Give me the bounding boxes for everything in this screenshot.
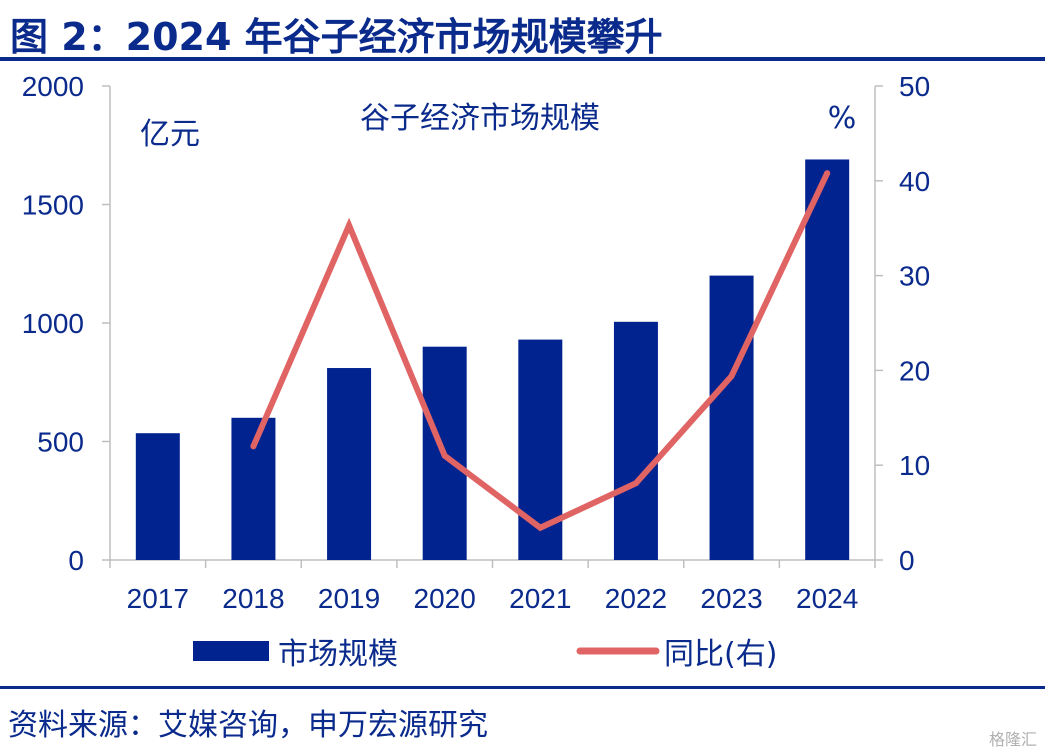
- bar-2024: [805, 159, 850, 560]
- left-axis-unit: 亿元: [140, 117, 200, 152]
- right-axis-tick-label: 10: [899, 450, 930, 481]
- x-axis-tick-label: 2021: [509, 583, 571, 614]
- figure-title: 图 2：2024 年谷子经济市场规模攀升: [10, 15, 663, 59]
- source-note: 资料来源：艾媒咨询，申万宏源研究: [8, 708, 488, 743]
- footer-rule: [0, 686, 1045, 689]
- x-axis-tick-label: 2024: [796, 583, 858, 614]
- right-axis-tick-label: 50: [899, 71, 930, 102]
- legend-label-market-size: 市场规模: [278, 637, 398, 672]
- legend-label-yoy: 同比(右): [664, 637, 777, 672]
- right-axis-tick-label: 40: [899, 166, 930, 197]
- left-axis-tick-label: 500: [37, 427, 84, 458]
- yoy-point-2018: [250, 443, 257, 450]
- watermark: 格隆汇: [988, 730, 1037, 749]
- x-axis-tick-label: 2022: [605, 583, 667, 614]
- bar-2023: [709, 275, 754, 560]
- x-axis-tick-label: 2023: [700, 583, 762, 614]
- right-axis-unit: %: [828, 101, 857, 136]
- left-axis-tick-label: 1500: [22, 190, 84, 221]
- yoy-point-2020: [441, 452, 448, 459]
- yoy-point-2023: [728, 373, 735, 380]
- bar-2022: [613, 321, 658, 560]
- right-axis-tick-label: 20: [899, 355, 930, 386]
- chart: 谷子经济市场规模 亿元 % 0 500 1000 1500 2000 0 10 20 30 40…: [22, 71, 930, 672]
- x-axis-tick-label: 2019: [318, 583, 380, 614]
- x-axis-tick-label: 2017: [127, 583, 189, 614]
- legend-swatch-market-size: [193, 641, 269, 661]
- yoy-point-2021: [537, 524, 544, 531]
- left-axis-tick-label: 0: [68, 545, 84, 576]
- yoy-point-2019: [346, 222, 353, 229]
- right-axis-tick-label: 30: [899, 261, 930, 292]
- title-rule: [0, 57, 1045, 61]
- bar-2017: [135, 433, 180, 560]
- left-axis-tick-label: 2000: [22, 71, 84, 102]
- bar-2019: [327, 368, 372, 560]
- left-axis-tick-label: 1000: [22, 308, 84, 339]
- yoy-point-2022: [632, 480, 639, 487]
- chart-title: 谷子经济市场规模: [360, 101, 600, 136]
- x-axis-tick-label: 2018: [222, 583, 284, 614]
- right-axis-tick-label: 0: [899, 545, 915, 576]
- yoy-point-2024: [824, 170, 831, 177]
- x-axis-tick-label: 2020: [414, 583, 476, 614]
